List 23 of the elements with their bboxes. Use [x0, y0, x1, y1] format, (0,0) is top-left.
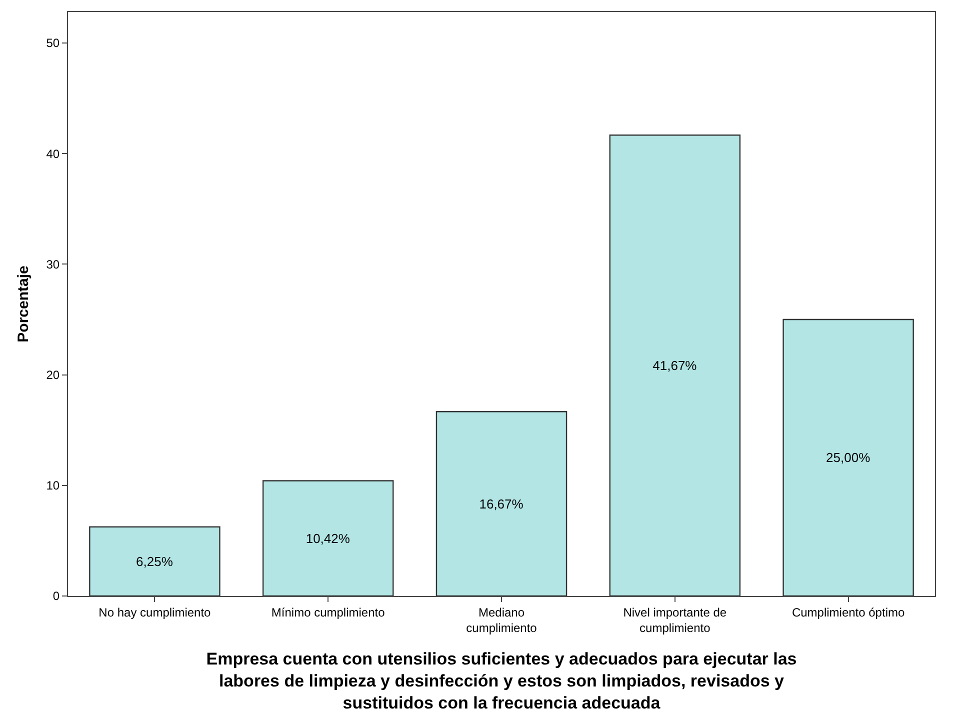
x-axis-title: Empresa cuenta con utensilios suficientes y adecuados para ejecutar las labores de limpieza y desinfección y estos son limpiados, revisados y sustituidos con la frecuencia adecuada: [206, 649, 797, 713]
x-tick-label: Mediano cumplimiento: [466, 605, 538, 635]
y-tick-label: 50: [46, 36, 60, 50]
bar: [782, 318, 914, 596]
x-tick-label: Mínimo cumplimiento: [271, 605, 386, 620]
x-tick-label: No hay cumplimiento: [98, 605, 212, 620]
data-label: 25,00%: [826, 450, 871, 466]
y-tick-label: 20: [46, 368, 60, 382]
y-tick-label: 10: [46, 478, 60, 493]
y-tick-label: 30: [46, 257, 60, 272]
data-label: 10,42%: [306, 530, 350, 546]
y-axis-title: Porcentaje: [15, 266, 32, 342]
bar: [89, 526, 220, 596]
y-tick-label: 40: [46, 146, 60, 161]
x-tick-label: Cumplimiento óptimo: [792, 605, 905, 620]
bar: [262, 480, 394, 596]
data-label: 6,25%: [136, 554, 174, 569]
data-label: 16,67%: [479, 496, 524, 512]
bar: [436, 411, 568, 596]
data-label: 41,67%: [652, 358, 698, 374]
x-tick-label: Nivel importante de cumplimiento: [623, 605, 727, 635]
y-tick-label: 0: [52, 589, 60, 604]
bar: [609, 134, 741, 596]
